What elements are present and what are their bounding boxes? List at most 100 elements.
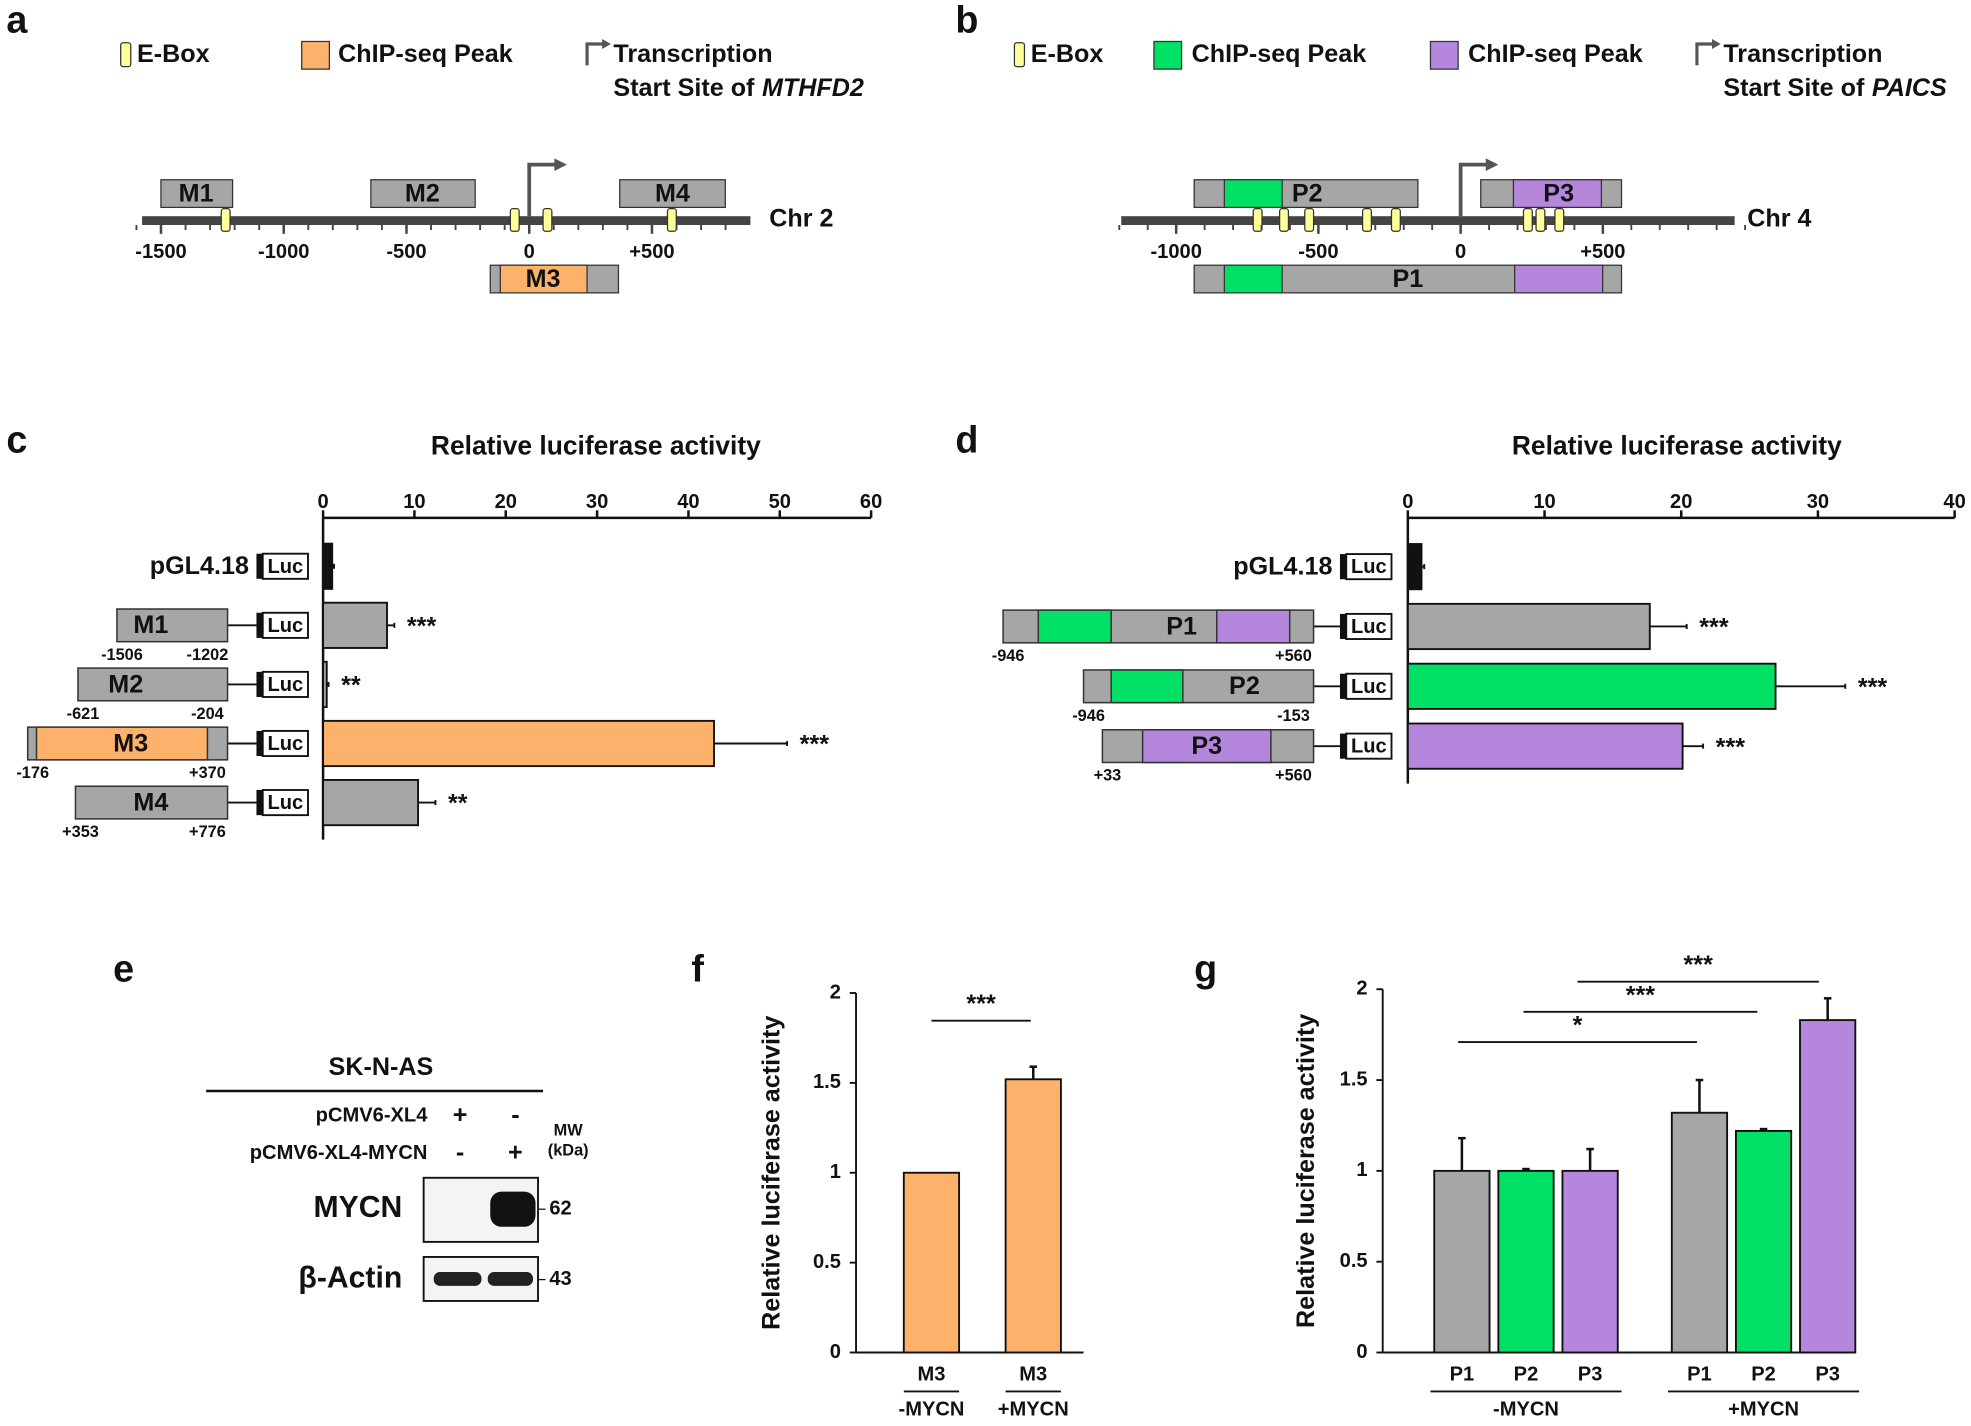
band: [490, 1191, 536, 1227]
y-tick-label: 1: [1356, 1159, 1367, 1181]
x-tick-label: 30: [1807, 491, 1829, 513]
x-tick-label: 50: [769, 491, 791, 513]
reporter-label: Luc: [267, 615, 303, 637]
peak: [1514, 264, 1604, 294]
tick-label: +500: [629, 241, 674, 263]
luc-box: [261, 670, 309, 698]
x-tick-label: P3: [1815, 1363, 1840, 1385]
bar: [1004, 1078, 1062, 1354]
bar: [1561, 1169, 1619, 1354]
luc-block: [256, 612, 263, 638]
y-tick-label: 1.5: [813, 1071, 841, 1093]
region-box: [619, 179, 726, 209]
luc-block: [256, 730, 263, 757]
significance: *: [1573, 1012, 1583, 1040]
luc-box: [261, 729, 309, 758]
tick-label: +500: [1580, 241, 1625, 263]
ebox: [1554, 208, 1565, 232]
ebox-icon: [1013, 42, 1026, 68]
ebox: [1252, 208, 1263, 232]
region-label: M4: [655, 179, 690, 207]
luc-box: [261, 611, 309, 639]
tick-label: -1500: [135, 241, 186, 263]
significance: ***: [800, 731, 830, 759]
x-tick-label: M3: [917, 1363, 945, 1385]
x-tick-label: M3: [1019, 1363, 1047, 1385]
mw-label: (kDa): [548, 1142, 589, 1160]
coordinate: -946: [1072, 707, 1105, 725]
peak-icon: [1429, 40, 1459, 70]
region-label: M1: [179, 179, 214, 207]
ebox: [509, 208, 520, 232]
x-tick-label: 0: [317, 491, 328, 513]
legend-text: Start Site of PAICS: [1723, 74, 1947, 102]
plasmid-label: pCMV6-XL4: [316, 1104, 429, 1126]
ebox: [666, 208, 677, 232]
x-tick-label: P2: [1751, 1363, 1776, 1385]
reporter-label: Luc: [267, 674, 303, 696]
coordinate: -621: [67, 705, 100, 723]
chart-title: Relative luciferase activity: [431, 430, 761, 460]
legend-text: E-Box: [137, 40, 210, 68]
x-tick-label: P1: [1450, 1363, 1475, 1385]
construct-label: pGL4.18: [150, 552, 249, 580]
lane-sign: -: [511, 1101, 519, 1129]
tick-label: -500: [1298, 241, 1338, 263]
luc-block: [1339, 673, 1347, 699]
region-label: M2: [405, 179, 440, 207]
eboxes: [1252, 208, 1565, 232]
construct-label: P1: [1166, 612, 1197, 640]
legend-text: ChIP-seq Peak: [1468, 40, 1643, 68]
coordinate: -176: [16, 764, 49, 782]
significance: **: [448, 790, 468, 818]
ebox: [542, 208, 553, 232]
western-blot: SK-N-AS pCMV6-XL4 + - pCMV6-XL4-MYCN - +…: [206, 1053, 589, 1302]
luc-block: [256, 790, 263, 816]
peak-icon: [301, 40, 330, 70]
peak: [1512, 179, 1603, 209]
construct-label: M3: [113, 729, 148, 757]
mw-label: MW: [554, 1122, 584, 1140]
peak-icon: [1153, 40, 1183, 70]
significance: ***: [1699, 614, 1729, 642]
region-label: P1: [1392, 265, 1423, 293]
ebox: [220, 208, 231, 232]
x-tick-label: 20: [495, 491, 517, 513]
reporter-label: Luc: [267, 792, 303, 814]
reporter-label: Luc: [267, 733, 303, 755]
legend-text: ChIP-seq Peak: [338, 40, 513, 68]
significance: ***: [966, 990, 996, 1018]
construct-box: [77, 667, 229, 702]
panel-label: a: [6, 0, 28, 41]
reporter-label: Luc: [1351, 556, 1387, 578]
bar: [322, 719, 715, 768]
x-tick-label: 10: [403, 491, 425, 513]
y-tick-label: 2: [1356, 978, 1367, 1000]
construct-box: [116, 608, 229, 643]
promoter-diagram: M1 M2 M3 M4 Chr 2 -1500 -1000 -500 0 +500: [135, 158, 834, 294]
ebox: [1522, 208, 1533, 232]
panel-label: d: [955, 418, 978, 460]
significance: ***: [1716, 733, 1746, 761]
reporter-label: Luc: [267, 556, 303, 578]
construct-peak: [35, 726, 209, 761]
tss-icon: [585, 42, 605, 66]
region-label: P2: [1292, 179, 1323, 207]
region-label: P3: [1543, 179, 1574, 207]
bar: [322, 660, 328, 708]
bar: [322, 779, 420, 827]
legend-text: Start Site of: [1723, 74, 1865, 102]
luc-box: [1345, 553, 1393, 581]
panel-label: g: [1194, 948, 1217, 990]
coordinate: -153: [1277, 707, 1310, 725]
coordinate: -204: [191, 705, 224, 723]
construct-label: P3: [1191, 732, 1222, 760]
tss-icon: [602, 38, 611, 50]
tick-label: 0: [524, 241, 535, 263]
band: [433, 1272, 482, 1286]
x-tick-label: P2: [1514, 1363, 1539, 1385]
lane-sign: +: [453, 1101, 468, 1129]
construct-peak: [1216, 609, 1291, 644]
luc-block: [1339, 554, 1347, 580]
significance: ***: [1626, 981, 1656, 1009]
